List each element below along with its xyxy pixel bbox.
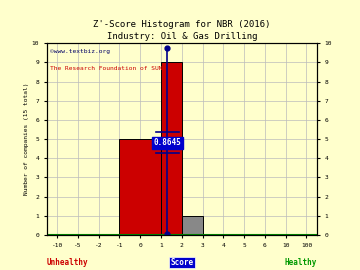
Text: Healthy: Healthy [284, 258, 317, 267]
Bar [161, 62, 182, 235]
Bar [120, 139, 161, 235]
Text: The Research Foundation of SUNY: The Research Foundation of SUNY [50, 66, 166, 71]
Text: Unhealthy: Unhealthy [47, 258, 89, 267]
Text: ©www.textbiz.org: ©www.textbiz.org [50, 49, 109, 54]
Y-axis label: Number of companies (15 total): Number of companies (15 total) [24, 83, 29, 195]
Text: 0.8645: 0.8645 [153, 139, 181, 147]
Title: Z'-Score Histogram for NBR (2016)
Industry: Oil & Gas Drilling: Z'-Score Histogram for NBR (2016) Indust… [93, 19, 270, 41]
Bar [182, 216, 203, 235]
Text: Score: Score [170, 258, 193, 267]
